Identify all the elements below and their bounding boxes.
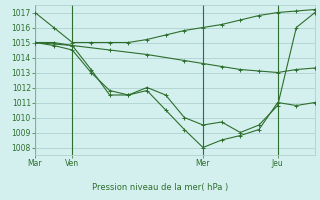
Text: Pression niveau de la mer( hPa ): Pression niveau de la mer( hPa ) <box>92 183 228 192</box>
